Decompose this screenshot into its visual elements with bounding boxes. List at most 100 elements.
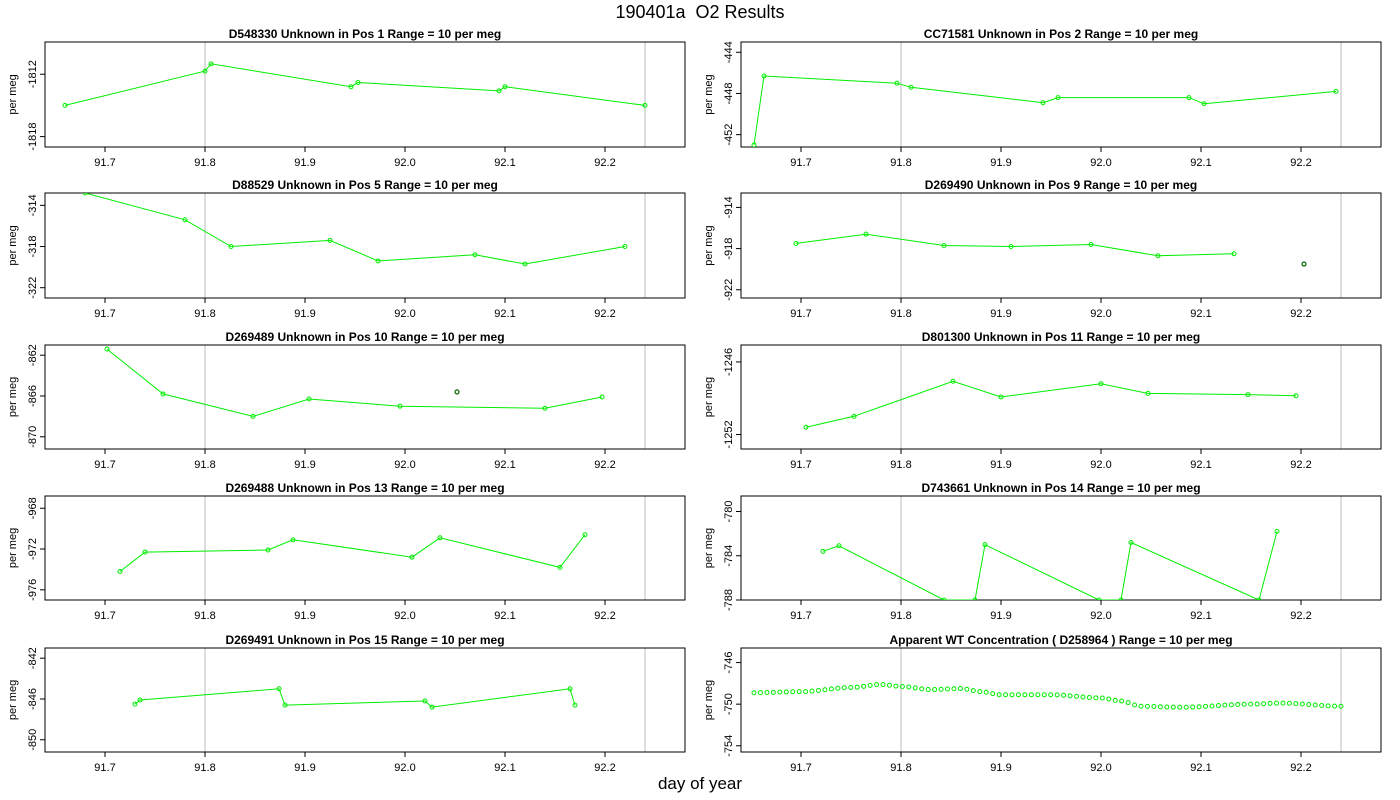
data-point — [867, 682, 873, 688]
panel-sample-id: D88529 — [232, 178, 277, 192]
data-point — [437, 535, 443, 541]
data-point — [1093, 695, 1099, 701]
y-axis-label: per meg — [7, 74, 19, 114]
data-point — [761, 73, 767, 79]
data-point — [874, 682, 880, 688]
data-point — [429, 704, 435, 710]
data-point — [1164, 704, 1170, 710]
x-tick-label: 92.1 — [494, 308, 515, 320]
data-point — [1119, 698, 1125, 704]
data-point — [796, 689, 802, 695]
x-tick-label: 91.8 — [890, 762, 911, 774]
x-tick-label: 92.0 — [394, 610, 415, 622]
data-point — [1186, 95, 1192, 101]
panel-frame — [740, 647, 1382, 753]
x-axis-label: day of year — [657, 774, 743, 793]
x-tick-label: 92.2 — [1290, 762, 1311, 774]
data-point — [894, 80, 900, 86]
data-point — [1177, 704, 1183, 710]
data-point — [496, 88, 502, 94]
x-tick-label: 92.0 — [1090, 157, 1111, 169]
data-point — [1312, 702, 1318, 708]
x-tick-label: 92.1 — [494, 762, 515, 774]
panel-range: Range = 10 per meg — [1084, 178, 1198, 192]
data-point — [861, 683, 867, 689]
x-tick-label: 92.2 — [1290, 157, 1311, 169]
data-point — [1332, 703, 1338, 709]
panel-label: Apparent WT Concentration ( D258964 ) — [889, 633, 1118, 647]
data-point — [1022, 692, 1028, 698]
x-tick-label: 92.2 — [1290, 459, 1311, 471]
data-point — [306, 396, 312, 402]
data-point — [1299, 701, 1305, 707]
data-point — [793, 240, 799, 246]
data-point — [117, 568, 123, 574]
data-point — [1099, 695, 1105, 701]
data-layer — [117, 532, 588, 574]
data-point — [1256, 597, 1262, 600]
data-layer — [104, 346, 605, 419]
data-point — [906, 684, 912, 690]
data-point — [557, 564, 563, 570]
data-point — [1215, 703, 1221, 709]
data-point — [1333, 88, 1339, 94]
y-tick-label: -746 — [723, 652, 735, 674]
x-tick-label: 91.9 — [294, 308, 315, 320]
series-line — [753, 75, 1337, 145]
data-point — [1201, 101, 1207, 107]
data-point — [836, 543, 842, 549]
data-point — [822, 687, 828, 693]
data-point — [851, 413, 857, 419]
data-point — [1338, 703, 1344, 709]
data-point — [472, 252, 478, 258]
panel-frame — [44, 344, 686, 450]
data-point — [1106, 696, 1112, 702]
panel-title: D269488 Unknown in Pos 13 Range = 10 per… — [225, 481, 504, 495]
data-point — [757, 690, 763, 696]
panel-frame — [740, 344, 1382, 450]
series-line — [795, 233, 1235, 257]
data-layer — [751, 681, 1344, 710]
data-point — [1080, 694, 1086, 700]
panel-10: Apparent WT Concentration ( D258964 ) Ra… — [703, 633, 1382, 774]
x-tick-label: 92.1 — [1190, 610, 1211, 622]
panel-label: Unknown in Pos 2 — [978, 27, 1085, 41]
data-point — [290, 537, 296, 543]
data-point — [522, 261, 528, 267]
panel-9: D269491 Unknown in Pos 15 Range = 10 per… — [7, 633, 686, 774]
y-tick-label: -914 — [723, 196, 735, 218]
data-point — [1261, 701, 1267, 707]
panel-title: D269489 Unknown in Pos 10 Range = 10 per… — [225, 330, 504, 344]
panel-sample-id: D269488 — [225, 481, 277, 495]
data-point — [951, 686, 957, 692]
data-point — [854, 684, 860, 690]
x-tick-label: 91.8 — [194, 308, 215, 320]
data-layer — [820, 528, 1280, 600]
panel-6: D801300 Unknown in Pos 11 Range = 10 per… — [703, 330, 1382, 471]
data-point — [1003, 692, 1009, 698]
data-point — [1061, 692, 1067, 698]
data-point — [1088, 241, 1094, 247]
data-point — [835, 685, 841, 691]
data-point — [982, 542, 988, 548]
data-point — [919, 686, 925, 692]
x-tick-label: 91.7 — [790, 459, 811, 471]
outlier-point — [454, 389, 460, 395]
data-point — [1286, 700, 1292, 706]
data-point — [764, 690, 770, 696]
data-point — [202, 68, 208, 74]
data-point — [941, 243, 947, 248]
y-tick-label: -842 — [27, 647, 39, 669]
x-tick-label: 91.9 — [990, 308, 1011, 320]
data-point — [228, 244, 234, 250]
data-point — [1098, 381, 1104, 387]
outlier-point — [1301, 261, 1307, 267]
data-point — [1293, 393, 1299, 399]
panel-label: Unknown in Pos 11 — [974, 330, 1087, 344]
y-tick-label: -322 — [27, 277, 39, 299]
data-point — [828, 686, 834, 692]
data-point — [282, 702, 288, 708]
data-point — [803, 424, 809, 430]
data-point — [886, 682, 892, 688]
data-point — [1231, 251, 1237, 257]
